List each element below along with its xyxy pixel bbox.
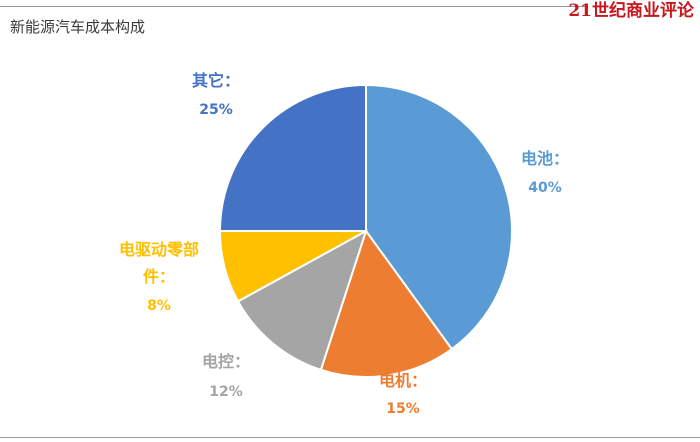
slice-label: 件： — [143, 267, 175, 286]
slice-value-label: 12% — [209, 384, 243, 400]
pie-slices — [218, 83, 514, 378]
pie-slice — [236, 228, 368, 372]
slice-label: 其它： — [192, 71, 240, 90]
header-rule — [0, 6, 588, 7]
slice-label: 电控： — [202, 352, 250, 371]
slice-label: 电池： — [521, 149, 569, 168]
page-title: 新能源汽车成本构成 — [10, 18, 146, 36]
pie-slice — [218, 83, 367, 232]
slice-value-label: 40% — [528, 180, 562, 196]
pie-slice — [319, 228, 454, 378]
pie-slice — [365, 83, 514, 351]
slice-label: 电驱动零部 — [119, 240, 199, 259]
slice-value-label: 25% — [199, 102, 233, 118]
brand-logo: 21世纪商业评论 — [568, 1, 694, 21]
slice-label: 电机： — [379, 371, 427, 390]
slice-value-label: 15% — [386, 401, 420, 417]
footer-rule — [0, 437, 700, 438]
slice-value-label: 8% — [147, 298, 171, 314]
